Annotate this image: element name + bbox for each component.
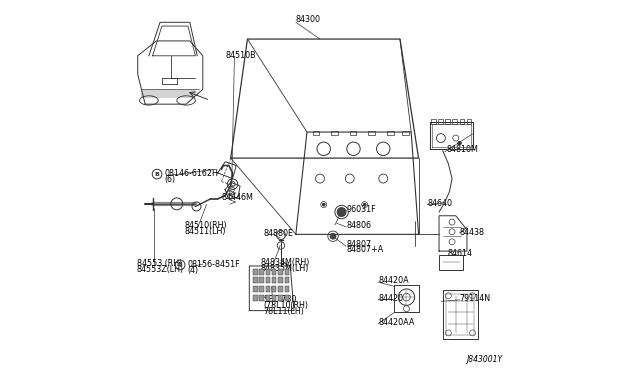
Text: 84834M(RH): 84834M(RH): [260, 258, 310, 267]
Text: 84446M: 84446M: [221, 193, 253, 202]
Text: 84510(RH): 84510(RH): [184, 221, 227, 230]
Bar: [285, 277, 289, 283]
Bar: [285, 286, 289, 292]
Bar: [259, 277, 264, 283]
Text: J843001Y: J843001Y: [466, 355, 502, 364]
Text: 84511(LH): 84511(LH): [184, 227, 226, 236]
Bar: [438, 119, 443, 124]
Bar: [278, 269, 283, 275]
Text: SEC.780: SEC.780: [264, 295, 297, 304]
Text: B: B: [178, 262, 182, 267]
Text: 84614: 84614: [447, 249, 472, 258]
Bar: [272, 269, 276, 275]
Bar: [452, 119, 457, 124]
Bar: [259, 269, 264, 275]
Bar: [439, 255, 463, 270]
Text: 84438: 84438: [460, 228, 484, 237]
Circle shape: [337, 208, 346, 217]
Text: 84420AA: 84420AA: [378, 318, 415, 327]
Bar: [266, 269, 270, 275]
Bar: [259, 295, 264, 301]
Bar: [272, 277, 276, 283]
Bar: [467, 119, 471, 124]
Text: 96031F: 96031F: [347, 205, 376, 214]
Text: 84880E: 84880E: [264, 229, 294, 238]
Circle shape: [322, 203, 325, 206]
Bar: [266, 277, 270, 283]
Text: 08156-8451F: 08156-8451F: [187, 260, 240, 269]
Bar: [278, 286, 283, 292]
Text: (4): (4): [187, 266, 198, 275]
Text: 84553Z(LH): 84553Z(LH): [137, 265, 184, 274]
Bar: [349, 131, 356, 135]
Text: 84806: 84806: [347, 221, 372, 230]
Bar: [259, 286, 264, 292]
Bar: [431, 119, 436, 124]
Bar: [272, 295, 276, 301]
Text: 84420A: 84420A: [378, 276, 409, 285]
Text: (78L10(RH): (78L10(RH): [264, 301, 308, 310]
Text: 84510B: 84510B: [225, 51, 256, 60]
Bar: [266, 286, 270, 292]
Bar: [369, 131, 375, 135]
Bar: [285, 295, 289, 301]
Bar: [460, 119, 464, 124]
Circle shape: [458, 141, 461, 145]
Text: 78L11(LH): 78L11(LH): [264, 307, 305, 316]
Circle shape: [363, 203, 366, 206]
Text: (6): (6): [164, 175, 175, 184]
Bar: [272, 286, 276, 292]
Bar: [312, 131, 319, 135]
Text: 84640: 84640: [428, 199, 453, 208]
Bar: [253, 295, 257, 301]
Bar: [445, 119, 450, 124]
Bar: [285, 269, 289, 275]
Bar: [253, 277, 257, 283]
Text: 84807: 84807: [347, 240, 372, 248]
Circle shape: [330, 233, 336, 239]
Bar: [253, 286, 257, 292]
Bar: [402, 131, 408, 135]
Text: 84300: 84300: [296, 15, 321, 24]
Text: 08146-6162H: 08146-6162H: [164, 169, 218, 178]
Text: B: B: [155, 171, 159, 177]
Bar: [331, 131, 338, 135]
Bar: [387, 131, 394, 135]
Text: 79114N: 79114N: [460, 294, 491, 303]
Bar: [266, 295, 270, 301]
Text: 84810M: 84810M: [447, 145, 478, 154]
Text: 84420: 84420: [378, 294, 403, 303]
Text: 84553 (RH): 84553 (RH): [137, 259, 182, 268]
Bar: [278, 277, 283, 283]
Text: 84807+A: 84807+A: [347, 246, 384, 254]
Bar: [278, 295, 283, 301]
Bar: [253, 269, 257, 275]
Text: 84835M(LH): 84835M(LH): [260, 264, 309, 273]
